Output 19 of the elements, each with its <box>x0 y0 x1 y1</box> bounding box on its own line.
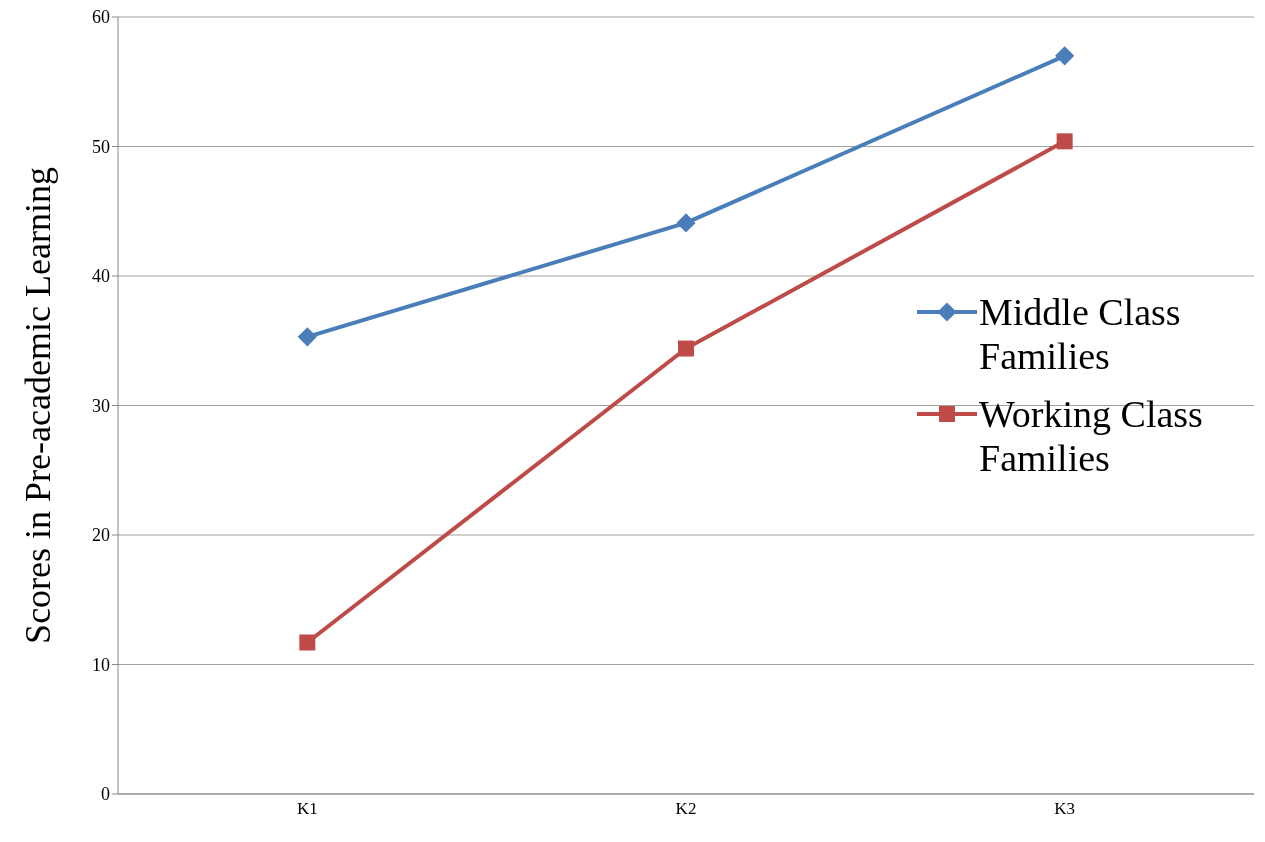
point <box>299 634 316 651</box>
legend-label: Middle Class Families <box>979 290 1182 378</box>
y-tick-label: 40 <box>92 266 110 287</box>
point <box>676 213 696 233</box>
x-tick-label: K3 <box>1054 799 1076 819</box>
y-tick-label: 20 <box>92 525 110 546</box>
y-tick-label: 60 <box>92 7 110 28</box>
x-tick-label: K2 <box>675 799 697 819</box>
y-tick-label: 30 <box>92 395 110 416</box>
y-tick-label: 10 <box>92 654 110 675</box>
point <box>1056 133 1073 150</box>
y-tick-label: 50 <box>92 136 110 157</box>
point <box>297 327 317 347</box>
y-tick-label: 0 <box>101 784 110 805</box>
point <box>678 340 694 357</box>
point <box>1055 46 1075 66</box>
y-axis-title: Scores in Pre-academic Learning <box>18 167 59 644</box>
x-tick-label: K1 <box>296 799 318 819</box>
legend-label: Working Class Families <box>979 392 1204 480</box>
